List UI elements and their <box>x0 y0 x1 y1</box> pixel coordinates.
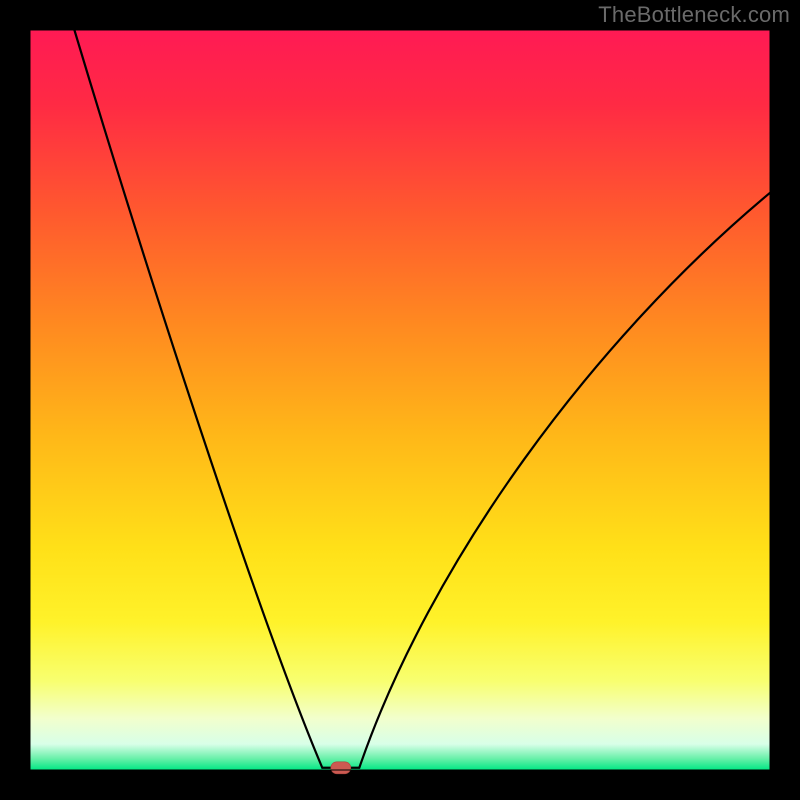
optimal-point-marker <box>331 762 351 774</box>
watermark-text: TheBottleneck.com <box>598 2 790 28</box>
bottleneck-curve-chart <box>0 0 800 800</box>
chart-container: TheBottleneck.com <box>0 0 800 800</box>
